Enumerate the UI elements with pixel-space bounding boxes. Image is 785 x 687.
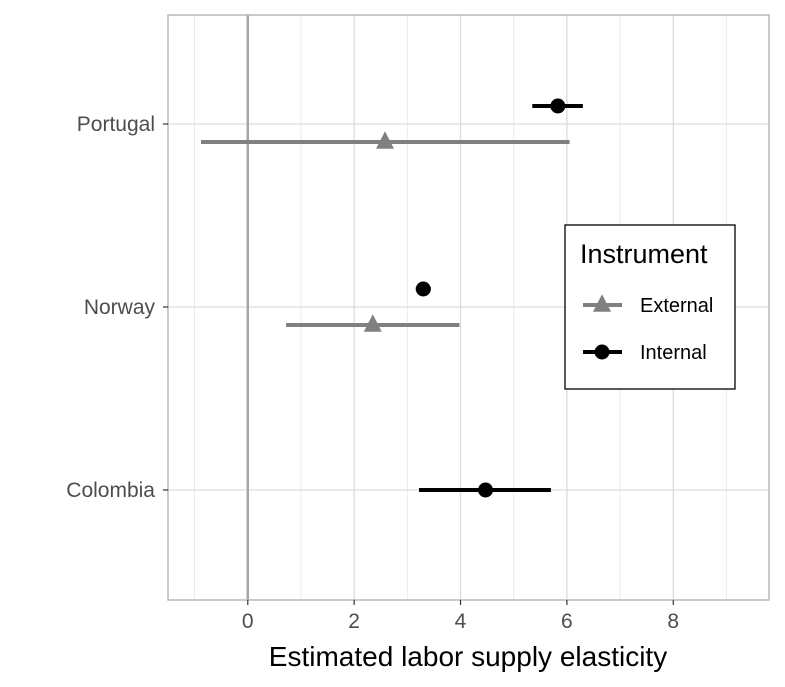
y-tick-label-colombia: Colombia (66, 479, 155, 502)
x-tick-label: 8 (667, 610, 679, 633)
point-internal-portugal (550, 98, 566, 114)
y-axis: Portugal Norway Colombia (66, 113, 168, 502)
legend: Instrument External Internal (564, 224, 736, 390)
y-tick-label-portugal: Portugal (77, 113, 155, 136)
legend-label-external: External (640, 295, 713, 317)
point-internal-colombia (478, 482, 494, 498)
legend-label-internal: Internal (640, 342, 707, 364)
point-estimates (363, 98, 566, 498)
x-tick-label: 0 (242, 610, 254, 633)
point-external-portugal (375, 131, 394, 149)
x-axis: 0 2 4 6 8 (242, 600, 679, 633)
y-tick-label-norway: Norway (84, 296, 156, 319)
legend-key-external-triangle (593, 294, 611, 312)
x-tick-label: 6 (561, 610, 573, 633)
x-tick-label: 4 (455, 610, 467, 633)
x-axis-title: Estimated labor supply elasticity (269, 641, 667, 672)
x-tick-label: 2 (348, 610, 360, 633)
point-external-norway (363, 314, 382, 332)
legend-title: Instrument (580, 239, 708, 269)
legend-key-internal-circle (594, 344, 610, 360)
point-internal-norway (415, 281, 431, 297)
